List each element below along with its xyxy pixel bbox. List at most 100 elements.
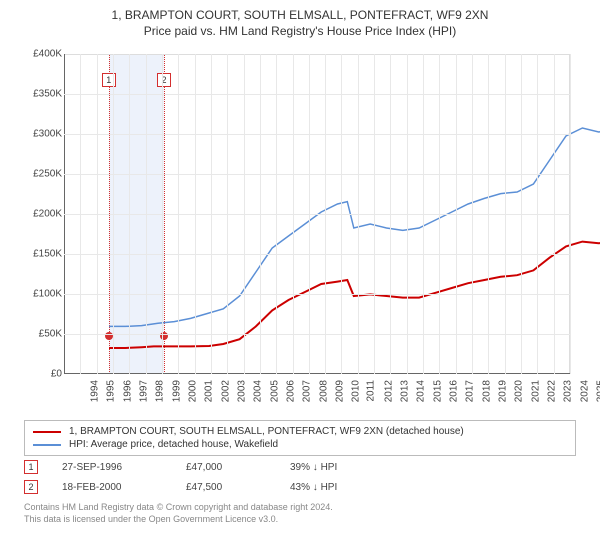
chart-grid-v: [554, 54, 555, 374]
legend-row-price-paid: 1, BRAMPTON COURT, SOUTH ELMSALL, PONTEF…: [33, 425, 567, 438]
chart-xtick-label: 2014: [416, 380, 427, 402]
chart-ytick-label: £350K: [33, 89, 62, 100]
chart-xtick-label: 2025: [595, 380, 600, 402]
chart-grid-v: [80, 54, 81, 374]
chart-xtick-label: 2001: [204, 380, 215, 402]
chart-title-subtitle: Price paid vs. HM Land Registry's House …: [10, 24, 590, 38]
chart-grid-h: [64, 174, 570, 175]
chart-grid-v: [309, 54, 310, 374]
chart-grid-v: [146, 54, 147, 374]
chart-grid-h: [64, 334, 570, 335]
chart-xtick-label: 1996: [122, 380, 133, 402]
sale-price-2: £47,500: [186, 482, 266, 493]
sale-date-1: 27-SEP-1996: [62, 462, 162, 473]
chart-xtick-label: 2010: [350, 380, 361, 402]
chart-grid-v: [162, 54, 163, 374]
chart-grid-v: [505, 54, 506, 374]
chart-grid-v: [178, 54, 179, 374]
chart-xtick-label: 2006: [285, 380, 296, 402]
chart-legend: 1, BRAMPTON COURT, SOUTH ELMSALL, PONTEF…: [24, 420, 576, 456]
chart-grid-v: [195, 54, 196, 374]
chart-xtick-label: 2015: [432, 380, 443, 402]
chart-grid-v: [456, 54, 457, 374]
chart-grid-v: [358, 54, 359, 374]
chart-grid-h: [64, 254, 570, 255]
chart-grid-v: [374, 54, 375, 374]
chart-xtick-label: 2019: [497, 380, 508, 402]
chart-xtick-label: 2021: [530, 380, 541, 402]
chart-grid-v: [293, 54, 294, 374]
chart-grid-h: [64, 134, 570, 135]
chart-grid-v: [129, 54, 130, 374]
chart-xtick-label: 1994: [89, 380, 100, 402]
chart-grid-v: [97, 54, 98, 374]
chart-ytick-label: £0: [51, 369, 62, 380]
sale-row-1: 1 27-SEP-1996 £47,000 39% ↓ HPI: [24, 458, 576, 476]
chart-xtick-label: 2011: [366, 380, 377, 402]
chart-title-address: 1, BRAMPTON COURT, SOUTH ELMSALL, PONTEF…: [10, 8, 590, 22]
chart-marker-box-2: 2: [157, 73, 171, 87]
chart-grid-v: [276, 54, 277, 374]
chart-series-svg: [109, 64, 600, 384]
chart-grid-v: [407, 54, 408, 374]
chart-ytick-label: £200K: [33, 209, 62, 220]
chart-area: 1 2 £0£50K£100K£150K£200K£250K£300K£350K…: [20, 44, 580, 414]
chart-grid-v: [537, 54, 538, 374]
chart-xtick-label: 1998: [155, 380, 166, 402]
chart-grid-v: [211, 54, 212, 374]
chart-grid-v: [472, 54, 473, 374]
sale-idx-1: 1: [24, 460, 38, 474]
chart-grid-h: [64, 294, 570, 295]
chart-xtick-label: 2023: [563, 380, 574, 402]
sale-hpi-2: 43% ↓ HPI: [290, 482, 390, 493]
chart-ytick-label: £50K: [39, 329, 62, 340]
sale-price-1: £47,000: [186, 462, 266, 473]
chart-grid-v: [390, 54, 391, 374]
chart-xtick-label: 2009: [334, 380, 345, 402]
chart-grid-h: [64, 94, 570, 95]
chart-grid-v: [521, 54, 522, 374]
chart-ytick-label: £400K: [33, 49, 62, 60]
legend-row-hpi: HPI: Average price, detached house, Wake…: [33, 438, 567, 451]
chart-grid-v: [488, 54, 489, 374]
chart-grid-v: [244, 54, 245, 374]
chart-xtick-label: 2022: [546, 380, 557, 402]
chart-xtick-label: 2008: [318, 380, 329, 402]
chart-grid-v: [570, 54, 571, 374]
chart-xtick-label: 1999: [171, 380, 182, 402]
chart-grid-v: [113, 54, 114, 374]
chart-grid-v: [227, 54, 228, 374]
chart-ytick-label: £150K: [33, 249, 62, 260]
chart-grid-v: [325, 54, 326, 374]
chart-xtick-label: 2018: [481, 380, 492, 402]
chart-xtick-label: 2020: [514, 380, 525, 402]
chart-xtick-label: 2007: [301, 380, 312, 402]
chart-xtick-label: 2016: [448, 380, 459, 402]
chart-grid-v: [341, 54, 342, 374]
chart-grid-h: [64, 214, 570, 215]
chart-xtick-label: 2012: [383, 380, 394, 402]
chart-grid-v: [423, 54, 424, 374]
chart-xtick-label: 2005: [269, 380, 280, 402]
chart-grid-v: [260, 54, 261, 374]
sale-idx-2: 2: [24, 480, 38, 494]
chart-ytick-label: £100K: [33, 289, 62, 300]
chart-xtick-label: 2002: [220, 380, 231, 402]
legend-label-price-paid: 1, BRAMPTON COURT, SOUTH ELMSALL, PONTEF…: [69, 426, 464, 437]
chart-ytick-label: £300K: [33, 129, 62, 140]
chart-xtick-label: 2013: [399, 380, 410, 402]
chart-xtick-label: 2000: [187, 380, 198, 402]
chart-xtick-label: 2004: [252, 380, 263, 402]
chart-xtick-label: 2024: [579, 380, 590, 402]
legend-swatch-price-paid: [33, 431, 61, 433]
chart-xtick-label: 1997: [138, 380, 149, 402]
chart-xtick-label: 2003: [236, 380, 247, 402]
footer-line-2: This data is licensed under the Open Gov…: [24, 514, 576, 526]
chart-ytick-label: £250K: [33, 169, 62, 180]
footer-line-1: Contains HM Land Registry data © Crown c…: [24, 502, 576, 514]
sale-row-2: 2 18-FEB-2000 £47,500 43% ↓ HPI: [24, 478, 576, 496]
chart-title-block: 1, BRAMPTON COURT, SOUTH ELMSALL, PONTEF…: [0, 0, 600, 40]
legend-swatch-hpi: [33, 444, 61, 446]
chart-xtick-label: 2017: [465, 380, 476, 402]
chart-grid-v: [439, 54, 440, 374]
